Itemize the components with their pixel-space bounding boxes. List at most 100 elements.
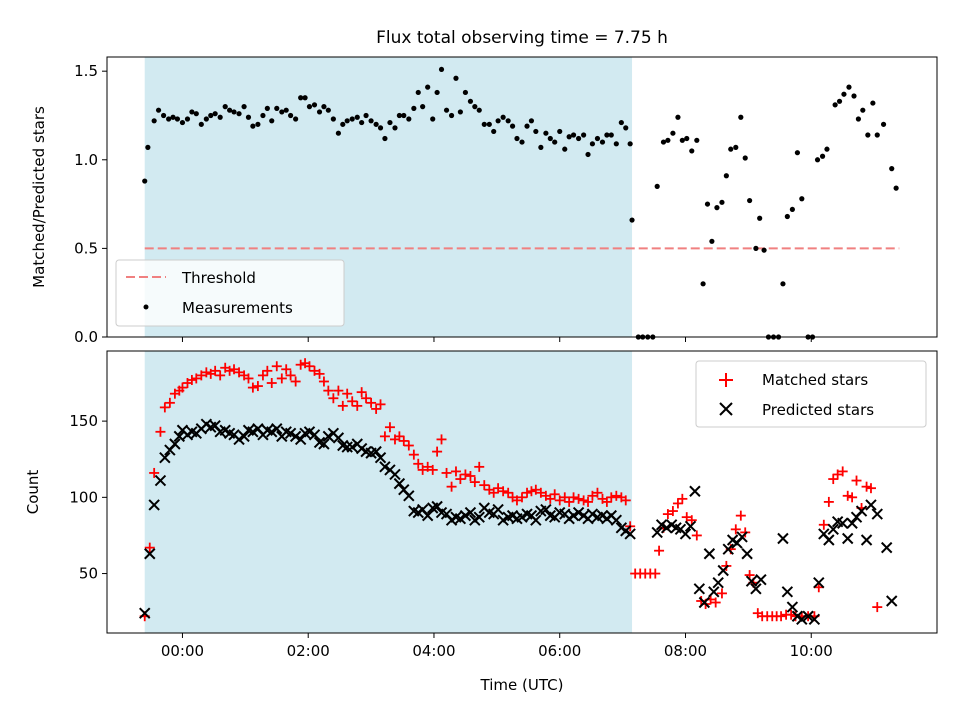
measurement-point bbox=[198, 121, 204, 127]
matched-star-marker bbox=[436, 434, 447, 445]
y-axis-label-bottom: Count bbox=[24, 470, 42, 515]
measurement-point bbox=[293, 116, 299, 122]
measurement-point bbox=[500, 114, 506, 120]
predicted-star-marker bbox=[159, 451, 171, 464]
measurement-point bbox=[155, 107, 162, 113]
matched-star-marker bbox=[352, 400, 363, 411]
matched-star-marker bbox=[290, 376, 301, 387]
measurement-point bbox=[747, 197, 753, 204]
matched-star-marker bbox=[710, 597, 721, 608]
predicted-star-marker bbox=[530, 514, 542, 526]
predicted-star-marker bbox=[693, 583, 706, 595]
x-tick-label: 00:00 bbox=[161, 642, 204, 660]
matched-star-marker bbox=[144, 542, 155, 553]
measurement-point bbox=[306, 104, 313, 110]
measurement-point bbox=[689, 148, 695, 154]
measurement-point bbox=[453, 75, 459, 81]
measurement-point bbox=[321, 104, 327, 110]
y-tick-label: 50 bbox=[79, 565, 98, 583]
measurement-point bbox=[841, 91, 847, 97]
matched-star-marker bbox=[215, 370, 226, 381]
predicted-star-marker bbox=[846, 517, 858, 529]
matched-star-marker bbox=[721, 560, 732, 571]
legend-bottom: Matched stars Predicted stars bbox=[695, 360, 927, 428]
matched-star-marker bbox=[243, 373, 254, 384]
measurement-point bbox=[274, 105, 280, 111]
measurement-point bbox=[819, 153, 826, 159]
matched-star-marker bbox=[740, 527, 751, 538]
y-axis-ticks-top: 0.0 0.5 1.0 1.5 bbox=[74, 62, 107, 346]
y-axis-ticks-bottom: 50 100 150 bbox=[69, 412, 107, 583]
measurement-point bbox=[222, 104, 228, 110]
predicted-star-marker bbox=[712, 576, 724, 589]
measurement-point bbox=[742, 155, 748, 161]
measurement-point bbox=[684, 135, 690, 142]
matched-star-marker bbox=[667, 506, 678, 517]
measurement-point bbox=[340, 121, 346, 127]
predicted-star-marker bbox=[374, 451, 387, 464]
measurement-point bbox=[505, 118, 511, 124]
measurement-point bbox=[524, 123, 530, 129]
matched-star-marker bbox=[446, 481, 457, 492]
measurement-point bbox=[283, 107, 289, 113]
measurement-point bbox=[789, 206, 795, 213]
measurement-point bbox=[212, 111, 218, 117]
measurement-point bbox=[874, 132, 880, 138]
measurement-point bbox=[893, 185, 899, 191]
predicted-star-marker bbox=[698, 596, 711, 609]
legend-matched-swatch bbox=[719, 373, 733, 387]
measurement-point bbox=[870, 100, 876, 106]
measurement-point bbox=[599, 139, 606, 145]
matched-star-marker bbox=[526, 486, 537, 497]
measurement-point bbox=[728, 146, 734, 152]
predicted-star-marker bbox=[651, 526, 663, 539]
measurement-point bbox=[509, 123, 516, 129]
measurement-point bbox=[298, 95, 304, 101]
measurement-point bbox=[562, 146, 568, 152]
measurement-point bbox=[832, 102, 838, 108]
matched-star-marker bbox=[432, 446, 443, 457]
matched-star-marker bbox=[654, 545, 665, 556]
measurement-point bbox=[142, 178, 148, 184]
predicted-star-marker bbox=[736, 531, 748, 543]
predicted-star-marker bbox=[689, 485, 701, 497]
predicted-star-marker bbox=[431, 500, 443, 513]
predicted-star-marker bbox=[341, 441, 353, 453]
matched-star-marker bbox=[606, 492, 617, 503]
matched-star-marker bbox=[356, 387, 367, 398]
measurement-point bbox=[325, 107, 331, 113]
measurement-point bbox=[430, 116, 436, 122]
matched-star-marker bbox=[493, 483, 504, 494]
chart-title: Flux total observing time = 7.75 h bbox=[376, 28, 668, 48]
measurement-point bbox=[189, 109, 195, 115]
predicted-star-marker bbox=[777, 532, 789, 545]
matched-star-marker bbox=[568, 492, 579, 503]
matched-star-marker bbox=[681, 512, 692, 523]
predicted-star-marker bbox=[722, 543, 734, 555]
measurement-point bbox=[613, 141, 619, 147]
matched-star-marker bbox=[191, 373, 202, 384]
measurement-point bbox=[316, 109, 323, 115]
measurement-point bbox=[846, 84, 852, 90]
matched-star-marker bbox=[545, 493, 556, 504]
measurement-point bbox=[514, 135, 520, 142]
matched-star-marker bbox=[716, 588, 727, 599]
matched-star-marker bbox=[318, 376, 329, 387]
measurement-point bbox=[457, 109, 463, 115]
measurement-point bbox=[794, 150, 801, 156]
measurement-point bbox=[665, 137, 671, 143]
matched-star-marker bbox=[379, 431, 390, 442]
measurement-point bbox=[851, 93, 857, 99]
legend-predicted-label: Predicted stars bbox=[762, 401, 874, 419]
matched-star-marker bbox=[177, 382, 188, 393]
matched-star-marker bbox=[511, 495, 522, 506]
measurement-point bbox=[547, 135, 553, 142]
measurement-point bbox=[486, 121, 492, 127]
predicted-star-marker bbox=[836, 517, 849, 529]
matched-star-marker bbox=[587, 490, 598, 501]
matched-star-marker bbox=[823, 496, 834, 507]
measurement-point bbox=[889, 166, 895, 172]
matched-star-marker bbox=[455, 474, 466, 485]
plot-frame-bottom bbox=[106, 350, 938, 634]
predicted-star-marker bbox=[370, 445, 382, 458]
